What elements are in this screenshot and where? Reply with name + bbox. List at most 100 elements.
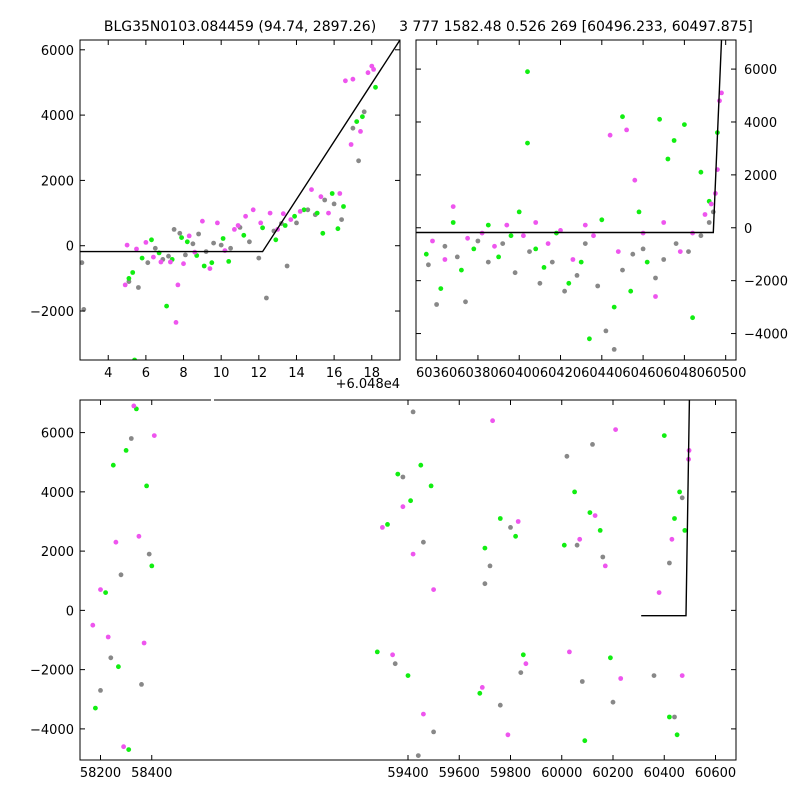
data-point bbox=[508, 233, 514, 239]
y-tick-label: −2000 bbox=[30, 305, 74, 320]
data-point bbox=[525, 140, 530, 146]
data-point bbox=[141, 640, 147, 646]
data-point bbox=[105, 634, 111, 640]
data-point bbox=[400, 504, 406, 510]
data-point bbox=[258, 220, 264, 226]
x-tick-label: 16 bbox=[326, 366, 343, 381]
data-point bbox=[98, 587, 103, 592]
bottom-series-green bbox=[93, 406, 688, 752]
data-point bbox=[130, 270, 136, 275]
bottom-plot-area bbox=[90, 400, 692, 758]
data-point bbox=[171, 227, 177, 232]
data-point bbox=[426, 262, 431, 268]
data-point bbox=[110, 462, 116, 468]
data-point bbox=[682, 122, 687, 127]
data-point bbox=[405, 673, 411, 678]
data-point bbox=[541, 265, 547, 270]
data-point bbox=[566, 280, 572, 286]
data-point bbox=[487, 563, 493, 569]
data-point bbox=[103, 590, 108, 595]
data-point bbox=[164, 303, 170, 309]
x-tick-label: 4 bbox=[104, 366, 112, 381]
data-point bbox=[706, 220, 712, 225]
data-point bbox=[590, 442, 595, 447]
data-point bbox=[632, 177, 638, 183]
data-point bbox=[492, 243, 497, 249]
data-point bbox=[516, 209, 522, 215]
data-point bbox=[356, 158, 361, 164]
data-point bbox=[610, 699, 616, 705]
data-point bbox=[121, 744, 126, 750]
data-point bbox=[131, 403, 137, 409]
bottom-series-gray bbox=[98, 409, 685, 758]
data-point bbox=[326, 210, 331, 216]
data-point bbox=[186, 233, 192, 239]
data-point bbox=[636, 209, 642, 215]
data-point bbox=[361, 109, 367, 115]
data-point bbox=[679, 495, 685, 501]
top-right-title: 3 777 1582.48 0.526 269 [60496.233, 6049… bbox=[399, 19, 753, 35]
data-point bbox=[442, 257, 448, 262]
x-tick-label: 60400 bbox=[644, 766, 685, 781]
top-right-plot-area bbox=[416, 40, 724, 352]
data-point bbox=[719, 90, 724, 96]
data-point bbox=[179, 235, 185, 241]
data-point bbox=[350, 76, 356, 82]
x-tick-label: 60380 bbox=[457, 366, 498, 381]
y-tick-label: 2000 bbox=[41, 174, 74, 189]
data-point bbox=[123, 448, 129, 453]
data-point bbox=[322, 197, 328, 203]
top-left-plot-area bbox=[80, 40, 400, 360]
data-point bbox=[459, 267, 464, 273]
data-point bbox=[207, 266, 213, 271]
data-point bbox=[339, 217, 344, 223]
x-tick-label: 59400 bbox=[387, 766, 428, 781]
data-point bbox=[144, 483, 150, 489]
data-point bbox=[545, 241, 551, 247]
data-point bbox=[139, 682, 144, 687]
data-point bbox=[113, 539, 119, 545]
y-tick-label: 6000 bbox=[744, 63, 777, 78]
y-tick-label: 0 bbox=[66, 604, 74, 619]
data-point bbox=[136, 533, 142, 539]
x-tick-label: 12 bbox=[251, 366, 268, 381]
top-right-series-green bbox=[423, 69, 720, 342]
data-point bbox=[613, 427, 618, 432]
data-point bbox=[232, 227, 237, 232]
data-point bbox=[93, 705, 98, 711]
x-tick-label: 18 bbox=[363, 366, 380, 381]
y-tick-label: −2000 bbox=[30, 664, 74, 679]
data-point bbox=[698, 169, 704, 175]
data-point bbox=[667, 560, 672, 566]
data-point bbox=[624, 127, 629, 133]
data-point bbox=[434, 302, 439, 307]
x-tick-label: 60500 bbox=[705, 366, 746, 381]
data-point bbox=[151, 254, 156, 260]
data-point bbox=[122, 282, 128, 288]
data-point bbox=[525, 69, 530, 75]
data-point bbox=[523, 661, 529, 667]
data-point bbox=[335, 226, 341, 232]
top-left-axes-frame bbox=[79, 39, 401, 361]
data-point bbox=[651, 673, 657, 678]
data-point bbox=[578, 259, 584, 265]
data-point bbox=[710, 209, 716, 215]
x-tick-label: 60000 bbox=[541, 766, 582, 781]
data-point bbox=[640, 246, 646, 252]
data-point bbox=[292, 213, 297, 219]
data-point bbox=[497, 702, 503, 708]
data-point bbox=[508, 525, 513, 530]
data-point bbox=[579, 679, 585, 684]
data-point bbox=[273, 237, 279, 243]
top-right-series-gray bbox=[426, 209, 716, 352]
data-point bbox=[211, 240, 217, 246]
data-point bbox=[620, 114, 625, 120]
y-tick-label: 6000 bbox=[41, 427, 74, 442]
x-tick-label: 6 bbox=[142, 366, 150, 381]
data-point bbox=[698, 233, 704, 239]
x-tick-label: 58200 bbox=[80, 766, 121, 781]
data-point bbox=[657, 116, 662, 122]
data-point bbox=[220, 236, 226, 241]
data-point bbox=[116, 664, 121, 670]
